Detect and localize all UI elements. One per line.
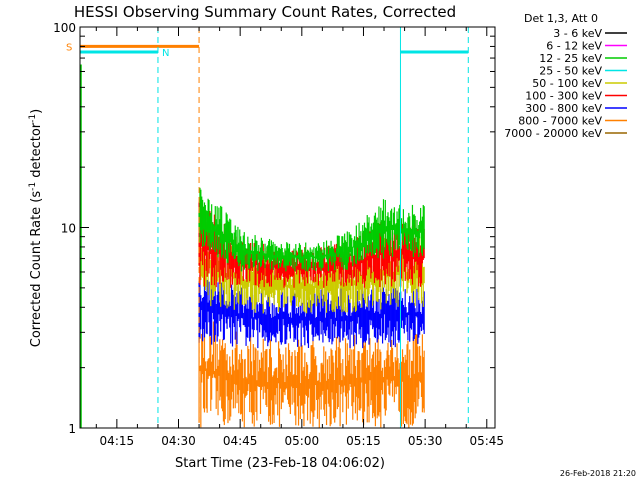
x-tick-label: 05:45 (469, 434, 504, 448)
y-tick-label: 100 (53, 21, 76, 35)
plot-frame (79, 26, 496, 429)
x-tick-label: 05:15 (346, 434, 381, 448)
legend-label: 50 - 100 keV (532, 77, 602, 90)
legend-title: Det 1,3, Att 0 (524, 12, 598, 25)
y-axis-label: Corrected Count Rate (s-1 detector-1) (28, 109, 44, 347)
x-tick-label: 04:15 (100, 434, 135, 448)
chart-title: HESSI Observing Summary Count Rates, Cor… (74, 3, 456, 21)
flag-label-s: S (66, 42, 72, 53)
plot-area: SN (66, 27, 469, 428)
legend-label: 25 - 50 keV (539, 65, 602, 78)
x-axis-label: Start Time (23-Feb-18 04:06:02) (175, 456, 385, 471)
y-tick-label: 10 (61, 222, 76, 236)
series-300-800-kev (198, 275, 425, 349)
x-tick-label: 04:30 (161, 434, 196, 448)
flag-label-n: N (162, 48, 169, 59)
legend-label: 12 - 25 keV (539, 52, 602, 65)
legend-label: 7000 - 20000 keV (504, 127, 602, 140)
series-800-7000-kev (198, 317, 425, 428)
legend-label: 800 - 7000 keV (518, 115, 602, 128)
legend-label: 3 - 6 keV (553, 27, 602, 40)
y-tick-label: 1 (68, 422, 76, 436)
x-tick-label: 05:30 (408, 434, 443, 448)
legend-label: 300 - 800 keV (525, 102, 602, 115)
footer-date: 26-Feb-2018 21:20 (560, 469, 636, 478)
axes: 04:15 04:30 04:45 05:00 05:15 05:30 05:45 1 10 10… (53, 21, 504, 448)
legend-label: 6 - 12 keV (546, 40, 602, 53)
x-tick-label: 05:00 (285, 434, 320, 448)
x-tick-label: 04:45 (223, 434, 258, 448)
legend-label: 100 - 300 keV (525, 90, 602, 103)
series-12-25-kev (198, 187, 425, 272)
